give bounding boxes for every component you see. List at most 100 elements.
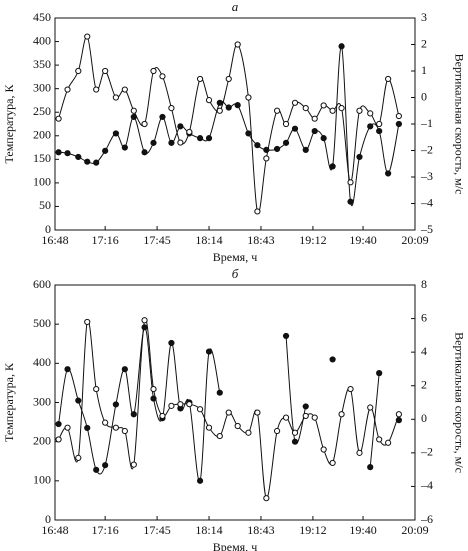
data-point bbox=[112, 130, 119, 137]
data-point bbox=[121, 144, 128, 151]
data-point bbox=[159, 412, 166, 420]
data-point bbox=[385, 439, 392, 446]
data-point bbox=[347, 179, 354, 186]
x-tick-label: 19:12 bbox=[299, 233, 326, 247]
y2-tick-label: 6 bbox=[421, 310, 427, 324]
y2-tick-label: –3 bbox=[420, 169, 433, 183]
data-point bbox=[168, 105, 175, 112]
data-point bbox=[150, 67, 157, 75]
data-point bbox=[311, 414, 318, 421]
y-tick-label: 500 bbox=[33, 316, 51, 330]
data-point bbox=[196, 406, 204, 413]
data-point bbox=[84, 158, 91, 165]
data-point bbox=[196, 135, 204, 142]
data-point bbox=[367, 110, 374, 117]
y2-tick-label: –2 bbox=[420, 142, 433, 156]
y-tick-label: 100 bbox=[33, 175, 51, 189]
x-tick-label: 16:48 bbox=[41, 233, 68, 247]
data-point bbox=[329, 107, 336, 114]
data-point bbox=[376, 436, 383, 443]
data-point bbox=[245, 130, 252, 137]
y-tick-label: 150 bbox=[33, 151, 51, 165]
x-tick-label: 18:43 bbox=[247, 233, 274, 247]
y-axis-label: Температура, К bbox=[2, 84, 16, 164]
data-point bbox=[254, 142, 261, 149]
data-point bbox=[102, 147, 109, 154]
series-line bbox=[58, 36, 400, 214]
x-tick-label: 20:09 bbox=[401, 523, 428, 537]
data-point bbox=[282, 120, 290, 128]
y2-tick-label: 0 bbox=[421, 89, 427, 103]
data-point bbox=[329, 163, 336, 170]
data-point bbox=[205, 135, 213, 142]
data-point bbox=[141, 149, 148, 156]
x-tick-label: 18:14 bbox=[195, 523, 222, 537]
data-point bbox=[320, 446, 327, 453]
data-point bbox=[302, 412, 309, 420]
y2-tick-label: –4 bbox=[420, 478, 433, 492]
data-point bbox=[130, 107, 137, 114]
data-point bbox=[205, 424, 213, 431]
y2-tick-label: –6 bbox=[420, 512, 433, 526]
data-point bbox=[64, 424, 71, 431]
y-tick-label: 0 bbox=[45, 512, 51, 526]
data-point bbox=[329, 356, 336, 363]
y-tick-label: 400 bbox=[33, 33, 51, 47]
data-point bbox=[177, 401, 184, 408]
data-point bbox=[282, 414, 290, 421]
chart-title: б bbox=[232, 266, 239, 281]
data-point bbox=[385, 75, 392, 83]
plot-frame bbox=[54, 284, 416, 521]
y2-tick-label: 1 bbox=[421, 63, 427, 77]
data-point bbox=[225, 409, 232, 416]
data-point bbox=[216, 107, 223, 114]
y-tick-label: 50 bbox=[39, 198, 51, 212]
x-tick-label: 19:40 bbox=[349, 523, 376, 537]
x-tick-label: 19:40 bbox=[349, 233, 376, 247]
data-point bbox=[282, 139, 290, 146]
data-point bbox=[291, 438, 299, 445]
y-tick-label: 600 bbox=[33, 277, 51, 291]
data-point bbox=[234, 102, 241, 109]
data-point bbox=[234, 422, 241, 430]
data-point bbox=[338, 43, 345, 50]
y-axis-label: Температура, К bbox=[2, 362, 16, 442]
x-axis-label: Время, ч bbox=[213, 540, 257, 551]
data-point bbox=[159, 73, 166, 80]
x-tick-label: 18:43 bbox=[247, 523, 274, 537]
data-point bbox=[84, 424, 91, 432]
data-point bbox=[186, 401, 193, 408]
data-point bbox=[311, 115, 318, 122]
y2-tick-label: –4 bbox=[420, 195, 433, 209]
y-tick-label: 200 bbox=[33, 433, 51, 447]
data-point bbox=[196, 75, 204, 83]
data-point bbox=[75, 67, 82, 75]
data-point bbox=[282, 332, 290, 340]
y2-axis-label: Вертикальная скорость, м/с bbox=[452, 54, 466, 195]
data-point bbox=[347, 198, 354, 205]
data-point bbox=[186, 128, 193, 136]
data-point bbox=[121, 427, 128, 435]
data-point bbox=[150, 385, 157, 393]
data-point bbox=[356, 107, 363, 114]
data-point bbox=[177, 139, 184, 146]
data-point bbox=[75, 153, 82, 161]
data-point bbox=[177, 123, 184, 130]
x-tick-label: 17:16 bbox=[91, 233, 118, 247]
data-point bbox=[263, 155, 270, 162]
data-point bbox=[216, 99, 223, 106]
chart-title: а bbox=[232, 0, 239, 14]
series-line bbox=[285, 335, 307, 445]
data-point bbox=[367, 404, 374, 411]
y2-tick-label: 2 bbox=[421, 36, 427, 50]
x-axis-label: Время, ч bbox=[213, 250, 257, 264]
data-point bbox=[168, 339, 175, 347]
data-point bbox=[376, 370, 383, 377]
x-tick-label: 20:09 bbox=[401, 233, 428, 247]
series-line bbox=[58, 318, 400, 499]
data-point bbox=[55, 436, 62, 443]
y2-tick-label: 0 bbox=[421, 411, 427, 425]
data-point bbox=[205, 97, 213, 104]
y2-tick-label: –2 bbox=[420, 445, 433, 459]
x-tick-label: 17:16 bbox=[91, 523, 118, 537]
